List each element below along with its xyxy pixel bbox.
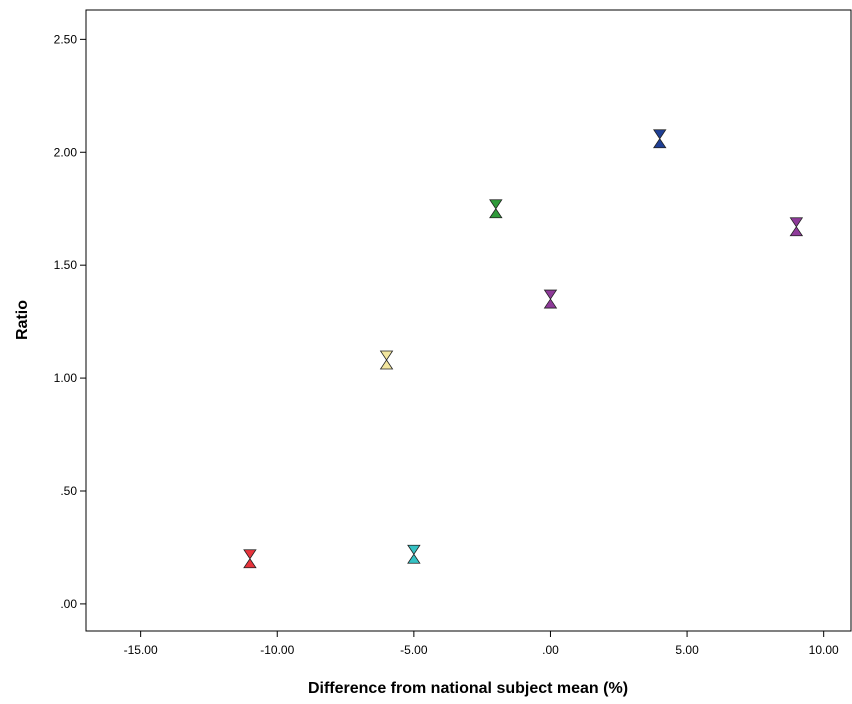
- x-tick-label: .00: [542, 643, 559, 657]
- plot-frame: [85, 9, 852, 632]
- x-axis-title: Difference from national subject mean (%…: [308, 680, 628, 697]
- y-tick-label: .00: [60, 597, 77, 611]
- y-tick-label: .50: [60, 484, 77, 498]
- data-point-marker: [243, 549, 257, 569]
- data-point-marker: [789, 217, 804, 237]
- x-tick-label: -5.00: [400, 643, 428, 657]
- data-point-marker: [653, 129, 667, 149]
- data-points: [243, 129, 804, 569]
- x-tick-label: -10.00: [260, 643, 294, 657]
- y-tick-label: 2.00: [54, 145, 78, 159]
- y-axis-title: Ratio: [14, 300, 31, 340]
- data-point-marker: [543, 289, 558, 309]
- data-point-marker: [379, 350, 394, 370]
- data-point-marker: [407, 544, 421, 564]
- x-tick-label: 10.00: [809, 643, 839, 657]
- x-axis-ticks: -15.00 -10.00 -5.00 .00 5.00 10.00: [124, 631, 839, 657]
- y-tick-label: 2.50: [54, 32, 78, 46]
- y-tick-label: 1.00: [54, 371, 78, 385]
- y-tick-label: 1.50: [54, 258, 78, 272]
- x-tick-label: 5.00: [675, 643, 699, 657]
- data-point-marker: [489, 199, 503, 219]
- y-axis-ticks: .00 .50 1.00 1.50 2.00 2.50: [54, 32, 86, 611]
- x-tick-label: -15.00: [124, 643, 158, 657]
